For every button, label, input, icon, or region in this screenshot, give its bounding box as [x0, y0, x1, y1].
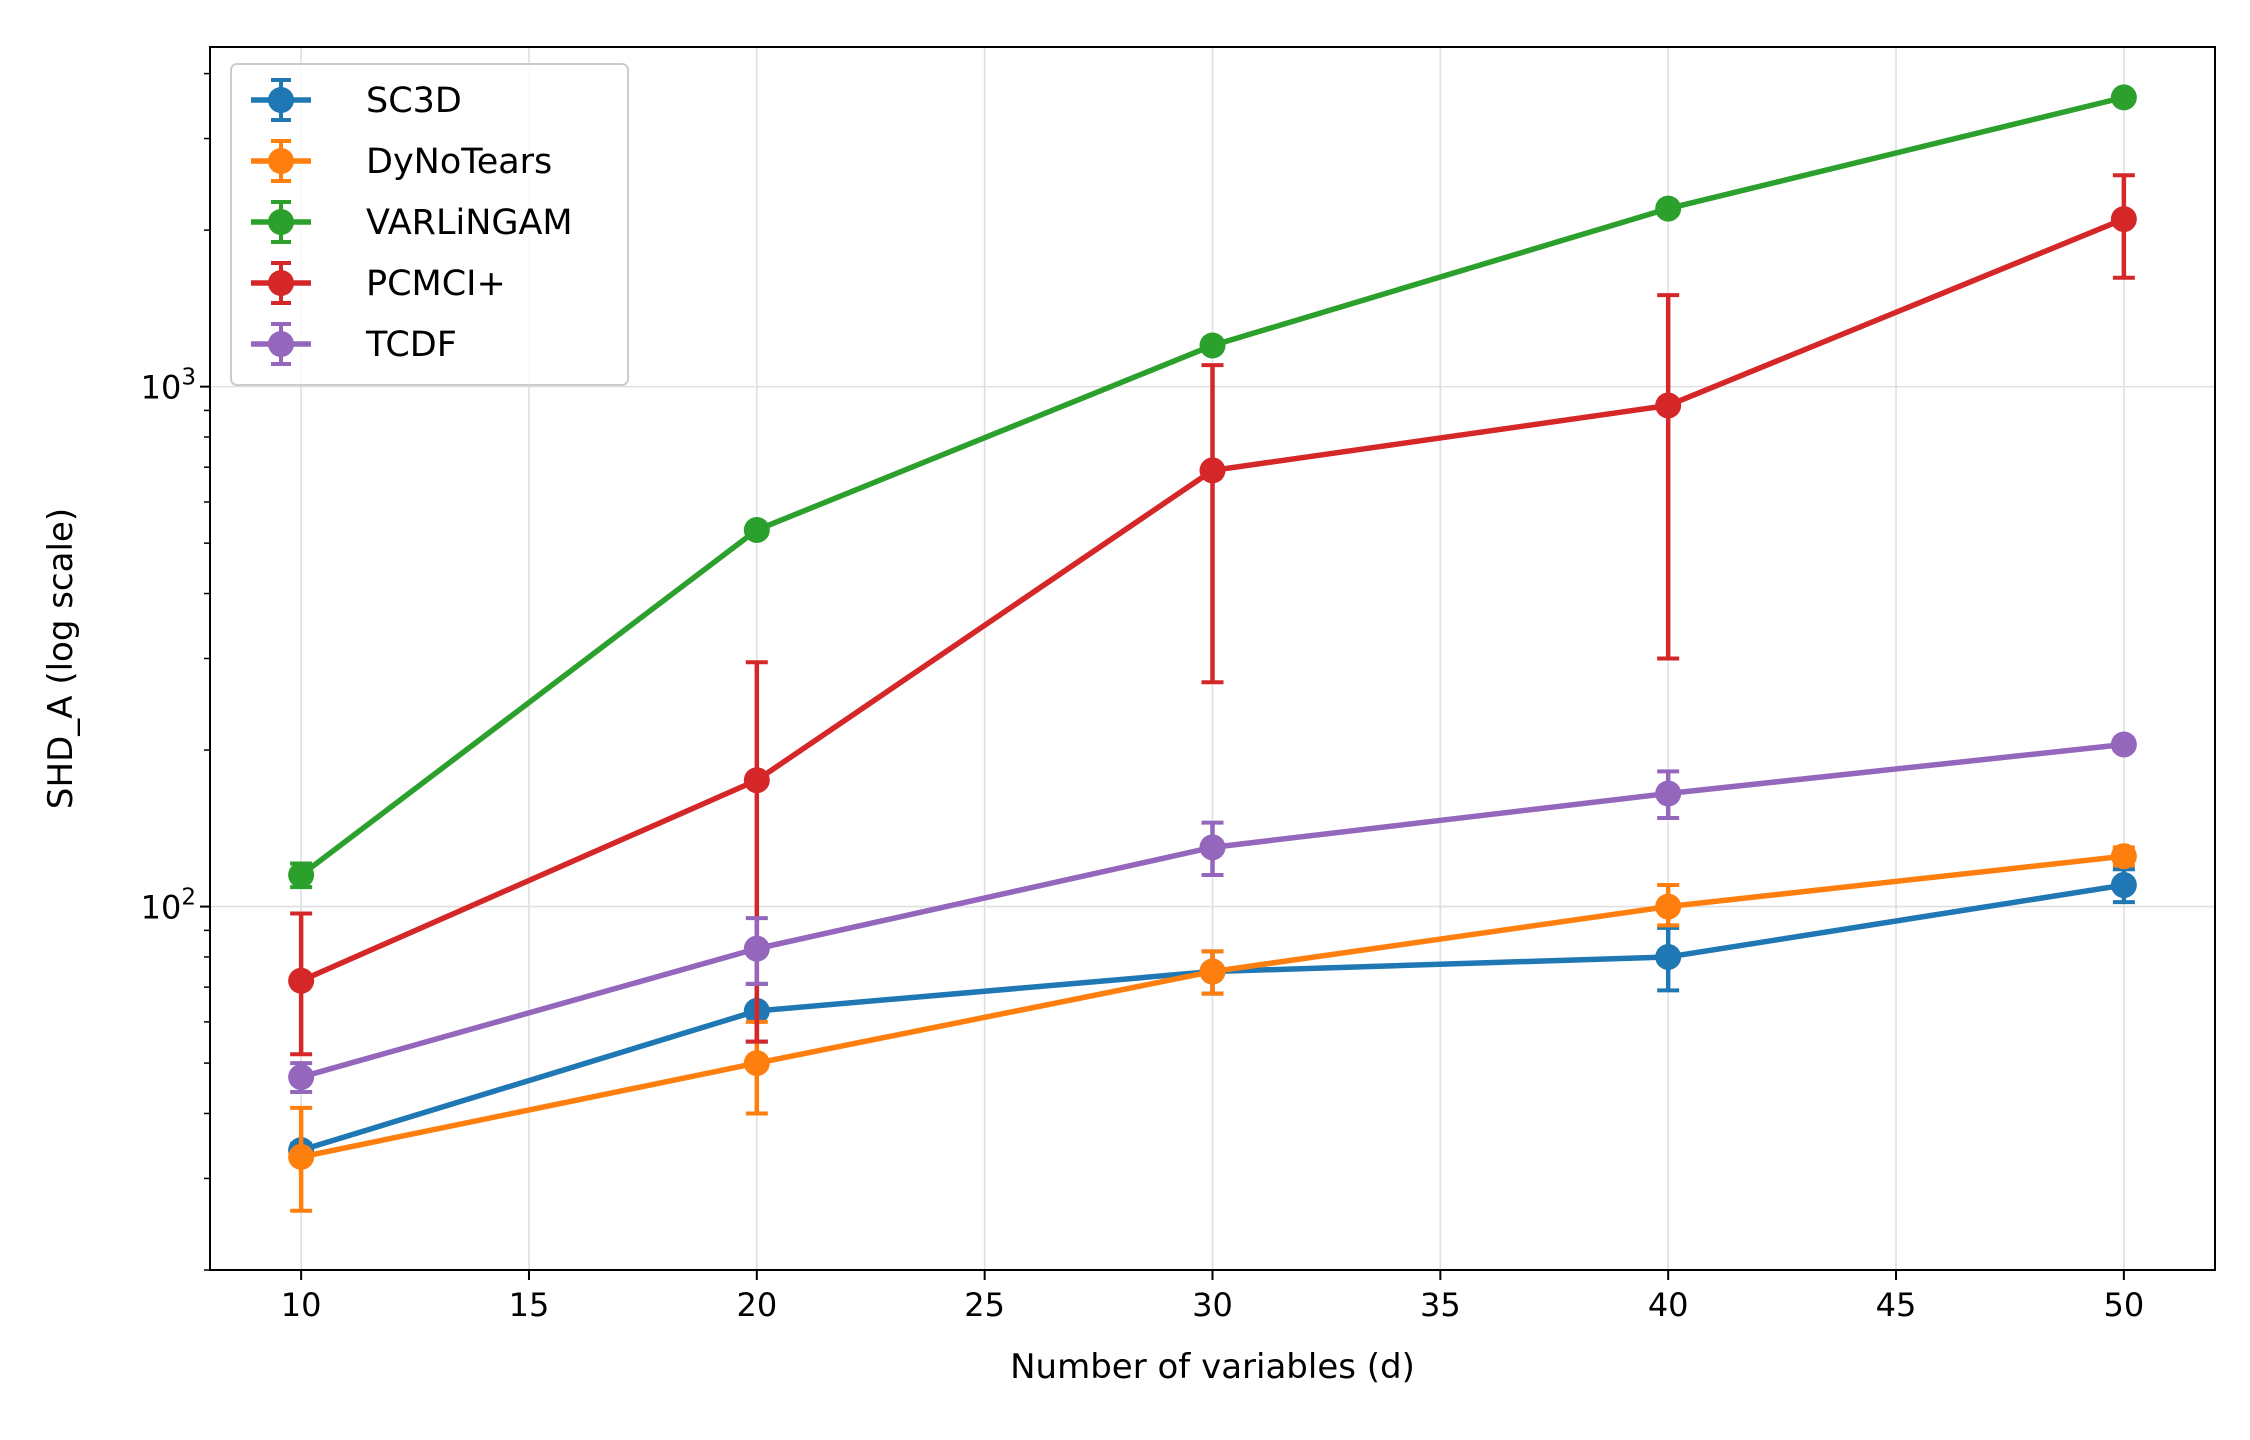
legend-box	[230, 63, 629, 386]
x-tick-label: 35	[1420, 1286, 1461, 1324]
legend-entry: PCMCI+	[251, 261, 506, 305]
legend-marker	[268, 87, 294, 113]
data-point	[1655, 392, 1682, 419]
data-point	[743, 1050, 770, 1077]
series-dynotears	[288, 843, 2137, 1213]
legend-marker	[268, 148, 294, 174]
data-point	[2110, 731, 2137, 758]
legend-entry: DyNoTears	[251, 139, 552, 183]
data-point	[2110, 84, 2137, 111]
data-point	[743, 767, 770, 794]
y-tick-label: 102	[141, 885, 196, 927]
legend-marker	[268, 270, 294, 296]
x-tick-label: 30	[1192, 1286, 1233, 1324]
y-tick-label: 103	[141, 365, 196, 407]
data-point	[743, 516, 770, 543]
legend-label: PCMCI+	[366, 264, 506, 304]
legend-entry: SC3D	[251, 78, 462, 122]
legend-entry: VARLiNGAM	[251, 200, 573, 244]
data-point	[2110, 206, 2137, 233]
x-tick-label: 20	[736, 1286, 777, 1324]
legend-label: TCDF	[365, 325, 457, 365]
series-varlingam	[288, 84, 2137, 890]
legend-label: DyNoTears	[366, 142, 552, 182]
legend-marker	[268, 209, 294, 235]
data-point	[1199, 332, 1226, 359]
x-axis-label: Number of variables (d)	[1010, 1347, 1415, 1387]
data-point	[288, 1064, 315, 1091]
data-point	[1199, 834, 1226, 861]
legend-label: VARLiNGAM	[366, 203, 573, 243]
data-point	[2110, 872, 2137, 899]
y-axis-label: SHD_A (log scale)	[41, 508, 81, 809]
data-point	[288, 967, 315, 994]
data-point	[1655, 780, 1682, 807]
legend-entry: TCDF	[251, 322, 457, 366]
x-tick-label: 25	[964, 1286, 1005, 1324]
x-tick-label: 40	[1648, 1286, 1689, 1324]
data-point	[288, 862, 315, 889]
data-point	[2110, 843, 2137, 870]
series-tcdf	[288, 731, 2137, 1094]
legend-marker	[268, 331, 294, 357]
x-tick-label: 45	[1876, 1286, 1917, 1324]
legend: SC3D DyNoTears VARLiNGAM PCMCI+ TCDF	[230, 63, 629, 386]
axes: 10 15 20 25 30 35 40 45 50 102 103	[141, 72, 2145, 1324]
data-point	[743, 935, 770, 962]
data-point	[1655, 943, 1682, 970]
data-point	[1199, 958, 1226, 985]
data-point	[1655, 195, 1682, 222]
data-point	[288, 1143, 315, 1170]
x-tick-label: 50	[2104, 1286, 2145, 1324]
x-tick-label: 15	[509, 1286, 550, 1324]
data-point	[1199, 457, 1226, 484]
data-point	[1655, 893, 1682, 920]
x-tick-label: 10	[281, 1286, 322, 1324]
legend-label: SC3D	[366, 81, 462, 121]
series-layer	[288, 84, 2137, 1213]
